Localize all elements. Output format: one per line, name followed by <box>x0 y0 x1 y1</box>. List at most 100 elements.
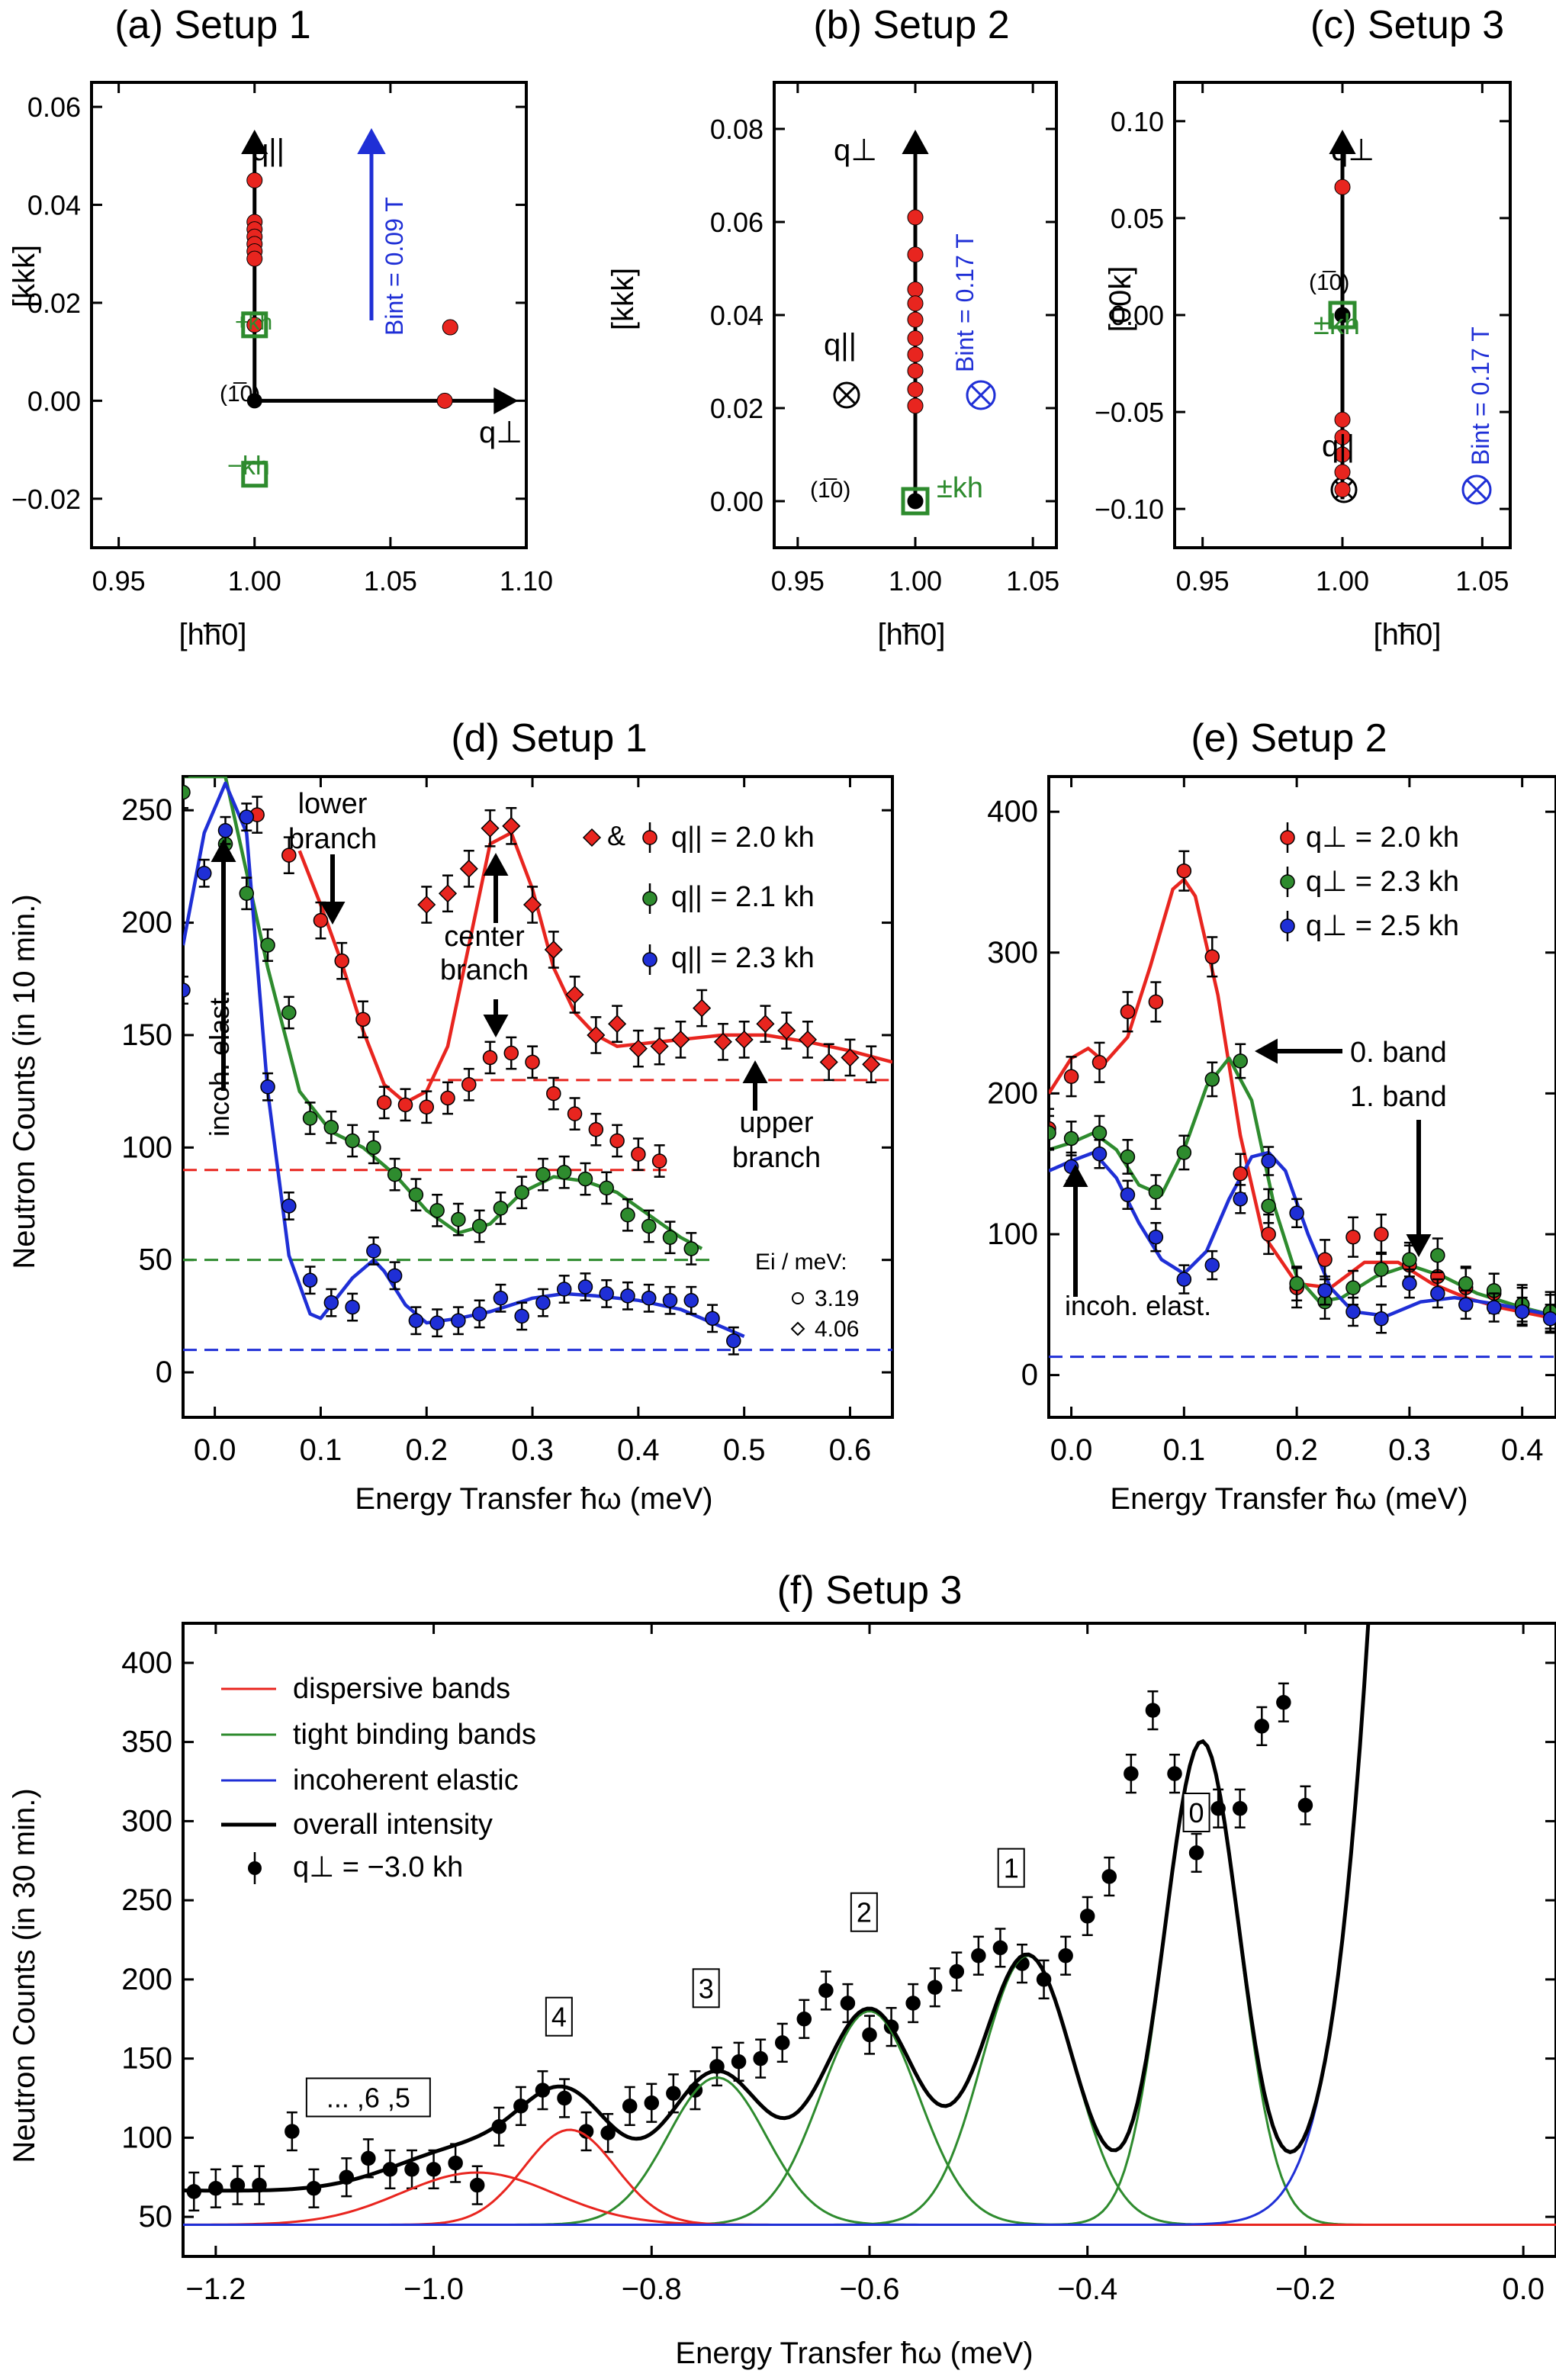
panel-d-data-point <box>419 1099 435 1115</box>
panel-f-overall-curve <box>183 1623 1371 2193</box>
panel-f-band-box <box>997 1848 1025 1888</box>
panel-d-data-point <box>239 886 255 902</box>
panel-d-data-point <box>693 999 712 1018</box>
panel-d-data-point <box>281 847 297 863</box>
panel-d-data-point <box>493 1201 509 1216</box>
panel-d-data-point <box>429 1315 445 1330</box>
panel-f-data-point <box>840 1996 856 2011</box>
panel-e-data-point <box>1402 1275 1417 1291</box>
panel-d-data-point <box>302 1272 318 1288</box>
panel-f: (f) Setup 3 −1.2 −1.0 −0.8 −0.6 −0.4 −0.2 0.0 5… <box>8 1568 1556 2370</box>
panel-e-data-point <box>1514 1304 1530 1320</box>
panel-a-plus-kh-square <box>241 311 268 339</box>
panel-f-data-point <box>796 2012 812 2027</box>
panel-d-arrow-head <box>742 1060 768 1083</box>
panel-e-plot: 0.0 0.1 0.2 0.3 0.4 0 100 200 300 400 <box>987 775 1556 1467</box>
panel-f-band-box <box>1182 1793 1210 1832</box>
panel-d-data-point <box>650 1037 669 1056</box>
panel-d-data-point <box>631 1147 646 1162</box>
panel-c-field-symbol-x2 <box>1466 479 1487 500</box>
panel-c-kh-square <box>1328 301 1357 330</box>
panel-d-ytick-label: 250 <box>121 793 172 827</box>
panel-d-data-point <box>587 1025 606 1045</box>
panel-d-data-point <box>546 1085 561 1102</box>
panel-f-data-point <box>1254 1719 1270 1734</box>
panel-e-band1: 1. band <box>1350 1081 1447 1113</box>
panel-f-data-point <box>862 2027 877 2043</box>
panel-d-data-point <box>514 1308 529 1324</box>
panel-d-xtick-label: 0.5 <box>723 1433 766 1467</box>
panel-d-ei-1: 3.19 <box>815 1286 859 1311</box>
panel-d-data-point <box>302 1111 318 1126</box>
panel-c-qaxis-head <box>1329 130 1356 154</box>
panel-b-title: (b) Setup 2 <box>813 3 1009 47</box>
panel-d-ei-title: Ei / meV: <box>755 1250 847 1275</box>
panel-b-xtick-label: 0.95 <box>771 565 825 597</box>
panel-e-xlabel: Energy Transfer ħω (meV) <box>1110 1482 1468 1516</box>
panel-d-data-point <box>183 784 191 800</box>
panel-e-data-point <box>1148 1229 1164 1245</box>
panel-f-legend-4: overall intensity <box>293 1809 493 1841</box>
panel-b-ytick-label: 0.00 <box>710 486 764 517</box>
panel-d-data-point <box>323 1120 339 1135</box>
panel-a-qperp-head <box>493 387 519 414</box>
panel-e-xtick-label: 0.4 <box>1501 1433 1544 1467</box>
panel-c-ytick-label: −0.05 <box>1095 397 1164 428</box>
panel-d-data-point <box>756 1015 775 1034</box>
panel-a-minus-kh-label: −kh <box>227 452 270 481</box>
panel-f-data-point <box>1079 1909 1095 1924</box>
panel-f-ytick-label: 150 <box>121 2042 172 2076</box>
panel-e-data-point <box>1289 1205 1304 1221</box>
panel-e-data-point <box>1233 1166 1248 1182</box>
panel-e-data-point <box>1204 1072 1220 1087</box>
panel-c-point <box>1334 481 1351 498</box>
panel-c-ytick-label: 0.00 <box>1111 300 1164 331</box>
panel-f-band-label: 0 <box>1189 1797 1204 1828</box>
panel-e-ytick-label: 0 <box>1021 1359 1038 1392</box>
panel-c-qpar-label: q|| <box>1322 429 1355 463</box>
panel-d-data-point <box>514 1185 529 1201</box>
panel-e-data-point <box>1176 863 1192 879</box>
panel-d-data-point <box>544 940 563 960</box>
panel-a-plus-kh-label: +kh <box>235 310 272 335</box>
panel-f-band-box <box>692 1968 720 2009</box>
panel-c-point <box>1334 429 1351 445</box>
panel-f-data-point <box>1297 1797 1313 1813</box>
panel-d-data-point <box>588 1121 604 1137</box>
panel-c-origin-label: (1̅0) <box>1309 270 1349 295</box>
panel-f-plot: −1.2 −1.0 −0.8 −0.6 −0.4 −0.2 0.0 50 100 150 200 25… <box>121 1622 1556 2306</box>
panel-a: (a) Setup 1 0.95 1.00 1.05 1.10 −0.02 0.00 0.0… <box>8 3 553 651</box>
panel-b-point <box>907 311 924 328</box>
panel-f-data-point <box>1232 1801 1248 1816</box>
panel-e-data-point <box>1204 1257 1220 1273</box>
panel-d-data-point <box>281 1005 297 1021</box>
panel-b-qperp-label: q⊥ <box>834 133 877 167</box>
panel-f-inner <box>183 1623 1556 2226</box>
panel-f-data-point <box>1124 1766 1139 1781</box>
panel-b-point <box>907 397 924 414</box>
panel-e-legend-1: q⊥ = 2.0 kh <box>1306 822 1459 854</box>
panel-c-xtick-label: 0.95 <box>1176 565 1230 597</box>
panel-d-data-point <box>217 822 233 838</box>
panel-f-ytick-label: 350 <box>121 1726 172 1759</box>
panel-c-plot: 0.95 1.00 1.05 −0.10 −0.05 0.00 0.05 0.10 <box>1095 81 1512 597</box>
panel-d-data-point <box>408 1313 424 1329</box>
panel-f-data-point <box>557 2090 572 2106</box>
panel-f-xtick-label: −1.2 <box>185 2272 246 2306</box>
panel-f-data-point <box>1058 1948 1073 1963</box>
panel-f-title: (f) Setup 3 <box>777 1568 963 1613</box>
panel-d-data-point <box>662 1230 678 1245</box>
panel-f-data-point <box>644 2095 660 2111</box>
panel-f-data-point <box>949 1963 965 1980</box>
panel-a-bint-label: Bint = 0.09 T <box>381 197 408 336</box>
panel-e-data-point <box>1374 1311 1389 1327</box>
panel-c-xlabel: [hh̅0] <box>1374 618 1442 651</box>
panel-f-data-point <box>448 2155 463 2171</box>
panel-f-xtick-label: −0.6 <box>840 2272 900 2306</box>
panel-c-pm-kh-label: ±kh <box>1313 309 1360 341</box>
panel-d-data-point <box>819 1053 838 1072</box>
panel-d-data-point <box>260 938 275 953</box>
panel-f-legend-5: q⊥ = −3.0 kh <box>293 1851 463 1883</box>
panel-e-data-point <box>1091 1125 1108 1140</box>
panel-d-xtick-label: 0.0 <box>194 1433 236 1467</box>
